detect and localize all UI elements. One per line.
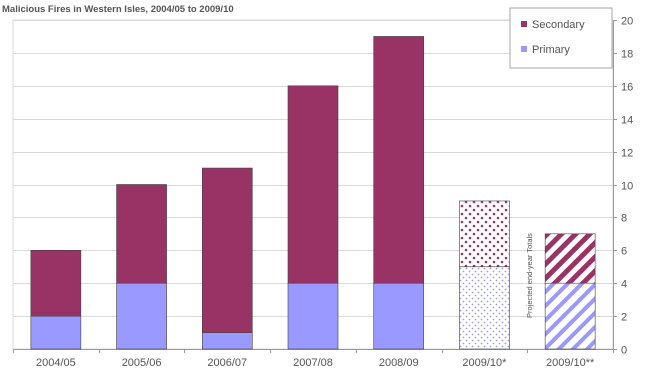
y-tick-label: 0	[621, 345, 627, 357]
legend-box	[509, 7, 613, 69]
legend-swatch-secondary	[521, 21, 527, 27]
y-tick-label: 16	[621, 82, 633, 94]
y-tick-label: 4	[621, 279, 627, 291]
bar-primary-3	[287, 282, 339, 350]
y-tick-label: 6	[621, 246, 627, 258]
bar-primary-6	[544, 282, 596, 350]
x-tick-label: 2007/08	[293, 357, 333, 369]
bar-secondary-3	[287, 85, 339, 284]
y-tick-label: 12	[621, 148, 633, 160]
x-tick-label: 2009/10*	[462, 357, 507, 369]
y-tick-label: 10	[621, 181, 633, 193]
y-tick-label: 8	[621, 213, 627, 225]
bar-secondary-2	[201, 167, 253, 333]
projected-annotation: Projected end-year Totals	[525, 233, 534, 318]
legend: Secondary Primary	[509, 7, 613, 69]
bars	[30, 36, 596, 350]
bar-primary-2	[201, 332, 253, 350]
x-tick-label: 2006/07	[207, 357, 247, 369]
y-tick-label: 18	[621, 49, 633, 61]
bar-primary-1	[116, 282, 167, 350]
bar-primary-4	[373, 282, 425, 350]
x-tick-label: 2005/06	[122, 357, 162, 369]
bar-secondary-0	[30, 250, 82, 317]
bar-primary-0	[30, 315, 82, 350]
x-tick-label: 2004/05	[36, 357, 76, 369]
x-tick-label: 2009/10**	[546, 357, 595, 369]
legend-swatch-primary	[521, 46, 527, 52]
legend-label-secondary: Secondary	[532, 19, 585, 31]
bar-primary-5	[459, 266, 510, 350]
bar-secondary-1	[116, 184, 167, 284]
y-tick-label: 20	[621, 16, 633, 28]
tick-labels: 0 2 4 6 8 10 12 14 16 18 20 2004/05 2005/06 2006/07 20…	[36, 16, 633, 370]
y-tick-label: 14	[621, 115, 633, 127]
x-tick-label: 2008/09	[379, 357, 419, 369]
y-tick-label: 2	[621, 312, 627, 324]
axes	[13, 20, 617, 353]
bar-secondary-6	[544, 233, 596, 284]
chart-title: Malicious Fires in Western Isles, 2004/0…	[2, 4, 234, 15]
legend-label-primary: Primary	[532, 44, 570, 56]
bar-secondary-4	[373, 36, 425, 284]
bar-secondary-5	[459, 200, 510, 268]
